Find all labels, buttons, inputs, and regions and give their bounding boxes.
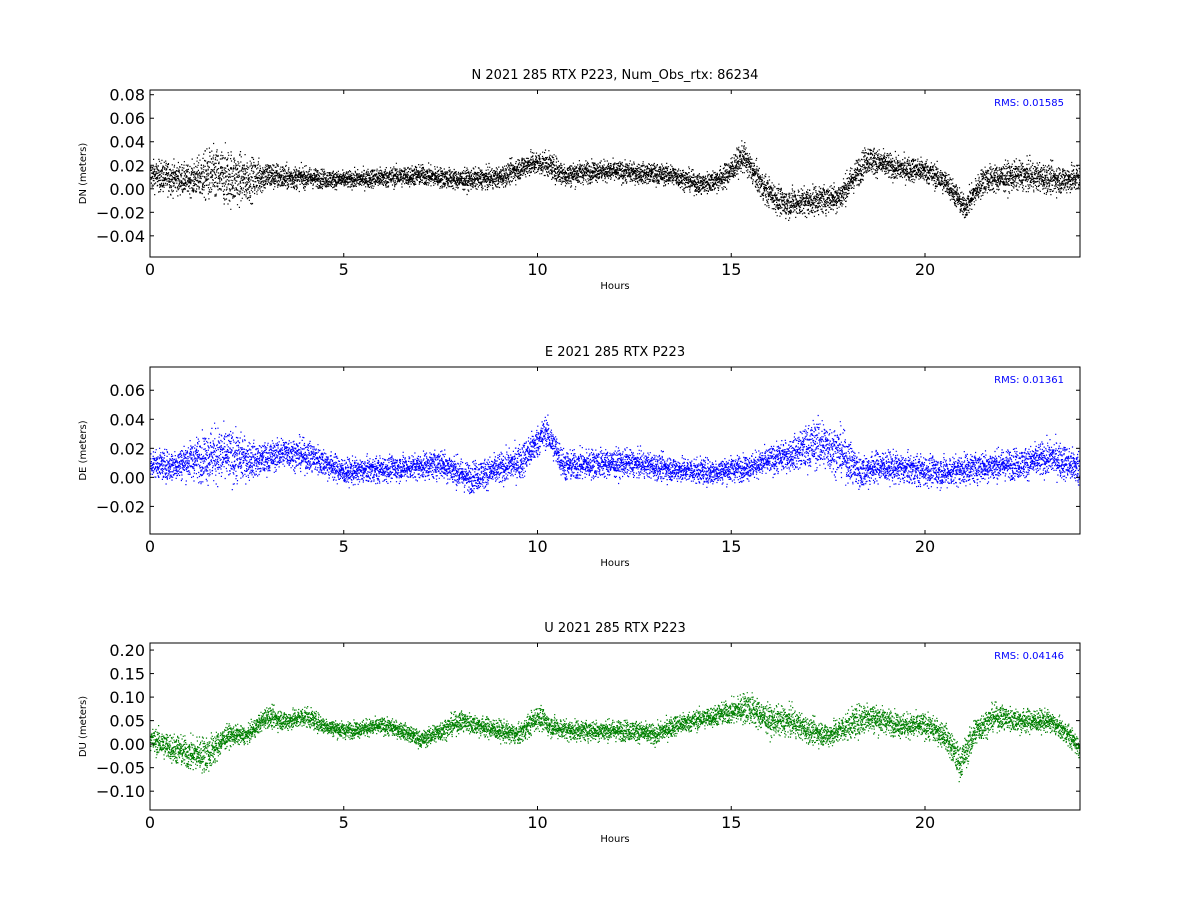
y-axis-label-u: DU (meters) (78, 696, 89, 757)
ytick-label-e-1: 0.00 (109, 468, 145, 487)
ytick-label-n-6: 0.08 (109, 86, 145, 105)
rms-annotation-e: RMS: 0.01361 (994, 375, 1064, 386)
ytick-label-u-1: −0.05 (96, 759, 145, 778)
x-axis-label-e: Hours (600, 558, 629, 569)
series-n-points (150, 140, 1080, 221)
ytick-label-u-2: 0.00 (109, 735, 145, 754)
xtick-label-n-3: 15 (721, 260, 741, 279)
ytick-label-u-4: 0.10 (109, 688, 145, 707)
xtick-label-u-4: 20 (915, 813, 935, 832)
series-e (150, 414, 1080, 495)
rms-annotation-u: RMS: 0.04146 (994, 651, 1064, 662)
x-axis-label-n: Hours (600, 281, 629, 292)
series-u (150, 692, 1080, 783)
ytick-label-n-1: −0.02 (96, 203, 145, 222)
ytick-label-n-5: 0.06 (109, 109, 145, 128)
ytick-label-n-4: 0.04 (109, 133, 145, 152)
panel-n: 0 5 10 15 20 −0.04 −0.02 0.00 0.02 0.04 0.06 0.08 N … (78, 68, 1081, 292)
ytick-label-u-0: −0.10 (96, 782, 145, 801)
xtick-label-n-4: 20 (915, 260, 935, 279)
xtick-label-u-0: 0 (145, 813, 155, 832)
ytick-label-e-0: −0.02 (96, 497, 145, 516)
y-axis-label-e: DE (meters) (78, 420, 89, 480)
xtick-label-e-0: 0 (145, 537, 155, 556)
xtick-label-u-2: 10 (527, 813, 547, 832)
axes-frame-e (149, 366, 1081, 535)
xtick-label-e-1: 5 (339, 537, 349, 556)
ytick-label-e-2: 0.02 (109, 439, 145, 458)
ytick-label-e-3: 0.04 (109, 410, 145, 429)
axes-frame-u (149, 642, 1081, 811)
panel-e: 0 5 10 15 20 −0.02 0.00 0.02 0.04 0.06 E 2021 285 … (78, 345, 1081, 569)
ytick-label-n-0: −0.04 (96, 227, 145, 246)
rms-annotation-n: RMS: 0.01585 (994, 98, 1064, 109)
xtick-label-n-1: 5 (339, 260, 349, 279)
xtick-label-e-3: 15 (721, 537, 741, 556)
ytick-label-u-6: 0.20 (109, 641, 145, 660)
xtick-label-e-4: 20 (915, 537, 935, 556)
ytick-label-e-4: 0.06 (109, 381, 145, 400)
ytick-label-n-2: 0.00 (109, 180, 145, 199)
panel-u: 0 5 10 15 20 −0.10 −0.05 0.00 0.05 0.10 0.15 0.20 U … (78, 621, 1081, 845)
xtick-label-u-1: 5 (339, 813, 349, 832)
xtick-label-u-3: 15 (721, 813, 741, 832)
xtick-label-n-0: 0 (145, 260, 155, 279)
ytick-label-u-5: 0.15 (109, 665, 145, 684)
chart-title-n: N 2021 285 RTX P223, Num_Obs_rtx: 86234 (472, 68, 759, 83)
y-axis-label-n: DN (meters) (78, 143, 89, 205)
chart-title-u: U 2021 285 RTX P223 (544, 621, 686, 636)
chart-title-e: E 2021 285 RTX P223 (545, 345, 685, 360)
x-axis-label-u: Hours (600, 834, 629, 845)
ytick-label-u-3: 0.05 (109, 712, 145, 731)
xtick-label-n-2: 10 (527, 260, 547, 279)
ytick-label-n-3: 0.02 (109, 156, 145, 175)
series-n (150, 140, 1080, 221)
axes-frame-n (149, 89, 1081, 258)
series-u-points (150, 692, 1080, 783)
series-e-points (150, 414, 1080, 495)
xtick-label-e-2: 10 (527, 537, 547, 556)
